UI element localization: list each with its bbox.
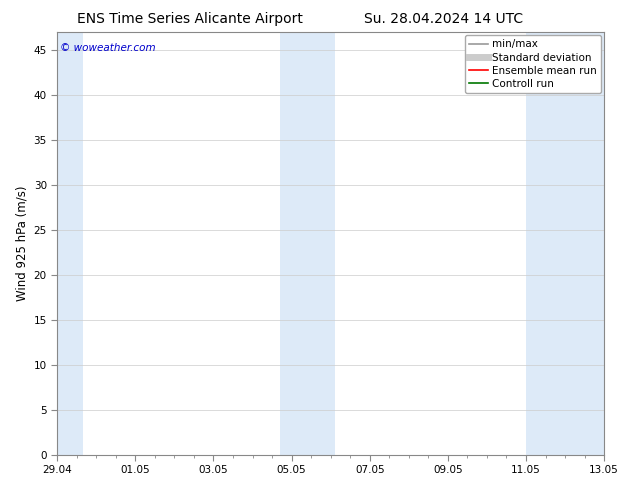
Text: Su. 28.04.2024 14 UTC: Su. 28.04.2024 14 UTC [365, 12, 523, 26]
Bar [280, 32, 335, 455]
Bar [526, 32, 604, 455]
Legend: min/max, Standard deviation, Ensemble mean run, Controll run: min/max, Standard deviation, Ensemble me… [465, 35, 601, 93]
Text: ENS Time Series Alicante Airport: ENS Time Series Alicante Airport [77, 12, 303, 26]
Bar [57, 32, 82, 455]
Text: © woweather.com: © woweather.com [60, 43, 155, 53]
Y-axis label: Wind 925 hPa (m/s): Wind 925 hPa (m/s) [15, 186, 28, 301]
